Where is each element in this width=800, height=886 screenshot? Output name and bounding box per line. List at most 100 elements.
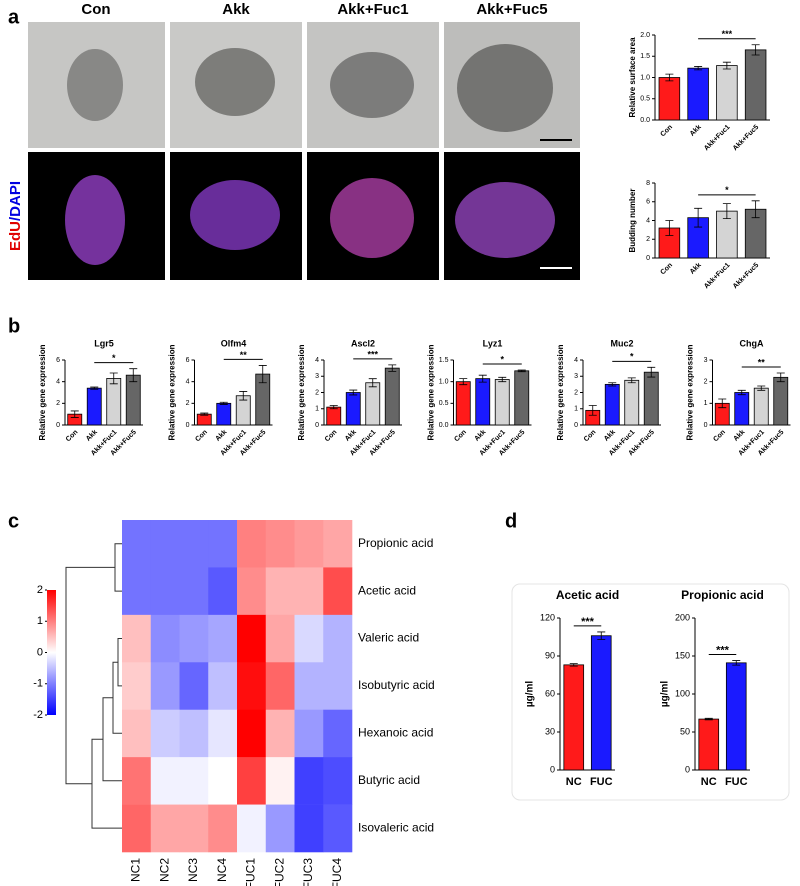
heatmap-cell [265, 709, 295, 758]
panel-label: b [8, 315, 20, 337]
chart-title: Muc2 [610, 338, 633, 348]
y-tick-label: 0.5 [640, 96, 650, 103]
row-label: Hexanoic acid [358, 726, 433, 740]
y-tick-label: 2.0 [640, 32, 650, 39]
y-axis-label: µg/ml [525, 681, 536, 708]
error-bar [722, 61, 731, 70]
organoid [190, 180, 280, 250]
organoid [330, 178, 414, 258]
column-label: NC1 [129, 858, 143, 882]
heatmap-cell [323, 662, 353, 711]
x-tick-label: Akk [732, 429, 746, 443]
x-tick-label: Akk [689, 124, 703, 138]
column-label: NC2 [157, 858, 171, 882]
y-axis-label: Relative gene expression [686, 344, 695, 440]
heatmap-cell [294, 709, 324, 758]
x-tick-label: Akk [603, 429, 617, 443]
heatmap-cell [265, 520, 295, 568]
bar [125, 374, 141, 426]
row-label: Propionic acid [358, 536, 433, 550]
y-tick-label: 6 [646, 199, 650, 206]
row-label: Valeric acid [358, 631, 419, 645]
bar [384, 367, 400, 426]
bar [624, 379, 640, 426]
error-bar [498, 376, 507, 383]
error-bar [388, 364, 397, 372]
bar [196, 413, 212, 426]
heatmap-cell [323, 567, 353, 616]
y-tick-label: 0 [574, 422, 578, 429]
heatmap-cell [237, 567, 267, 616]
bar [86, 387, 102, 426]
chart-title: Lgr5 [94, 338, 114, 348]
error-bar [129, 368, 138, 383]
micrographs: Con Akk Akk+Fuc1 Akk+Fuc5 EdU/DAPI [7, 1, 580, 280]
significance-label: * [112, 353, 116, 363]
error-bar [608, 382, 617, 387]
significance-label: * [500, 354, 504, 364]
dendrogram-branch [91, 738, 122, 829]
y-tick-label: 90 [545, 650, 555, 660]
chart-title: Ascl2 [351, 338, 375, 348]
error-bar [478, 374, 487, 383]
y-tick-label: 3 [704, 357, 708, 364]
x-tick-label: Akk [473, 429, 487, 443]
heatmap-cell [323, 757, 353, 805]
heatmap-cell [179, 804, 209, 853]
x-tick-label: Con [65, 429, 80, 444]
column-label: Akk [222, 1, 250, 18]
bar [698, 718, 720, 771]
heatmap-cell [179, 757, 209, 805]
dendrogram [65, 543, 122, 829]
x-tick-label: Akk [214, 429, 228, 443]
heatmap-cell [237, 662, 267, 711]
column-label: Akk+Fuc5 [476, 1, 547, 18]
bar [216, 402, 232, 426]
heatmap-cell [208, 520, 238, 568]
panel-label: a [8, 6, 20, 28]
y-tick-label: 150 [675, 650, 690, 660]
column-label: Akk+Fuc1 [337, 1, 408, 18]
y-tick-label: 100 [675, 688, 690, 698]
error-bar [368, 378, 377, 388]
x-tick-label: Akk+Fuc1 [703, 262, 732, 291]
y-axis-label: Budding number [628, 189, 637, 253]
bar [514, 370, 530, 426]
heatmap-cell [208, 662, 238, 711]
chart-title: ChgA [740, 338, 764, 348]
y-tick-label: 200 [675, 612, 690, 622]
x-tick-label: FUC [725, 776, 748, 788]
x-tick-label: Con [194, 429, 209, 444]
bar [563, 664, 585, 771]
significance-label: * [630, 352, 634, 362]
significance-label: *** [722, 29, 733, 39]
y-tick-label: 50 [680, 726, 690, 736]
y-tick-label: 1 [704, 400, 708, 407]
heatmap-cell [237, 757, 267, 805]
bar [604, 383, 620, 426]
heatmap-cell [323, 709, 353, 758]
organoid [455, 182, 555, 258]
panel-frame [511, 583, 790, 801]
dendrogram-branch [117, 638, 122, 687]
column-label: FUC3 [301, 858, 315, 886]
heatmap-cell [122, 520, 152, 568]
bar [773, 376, 789, 426]
bar [643, 371, 659, 426]
colorbar-tick-label: 1 [37, 615, 43, 627]
error-bar [517, 369, 526, 373]
bar [494, 379, 510, 426]
error-bar [751, 44, 760, 56]
error-bar [665, 220, 674, 236]
error-bar [329, 405, 338, 410]
y-tick-label: 1.5 [640, 53, 650, 60]
y-tick-label: 4 [315, 357, 319, 364]
y-tick-label: 0.0 [439, 422, 449, 429]
heatmap-cell [237, 614, 267, 663]
y-tick-label: 1.0 [439, 379, 449, 386]
error-bar [627, 377, 636, 384]
heatmap-cell [294, 614, 324, 663]
heatmap-cell [150, 709, 180, 758]
y-tick-label: 0 [685, 764, 690, 774]
y-tick-label: 2 [574, 389, 578, 396]
